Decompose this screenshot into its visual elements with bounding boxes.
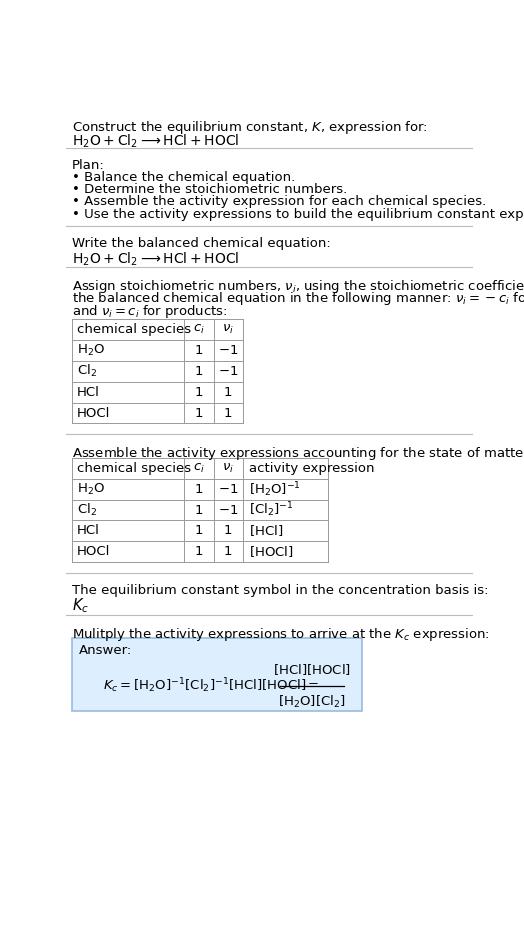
Text: $\nu_i$: $\nu_i$: [222, 462, 234, 475]
Text: 1: 1: [224, 385, 233, 399]
Text: Mulitply the activity expressions to arrive at the $K_c$ expression:: Mulitply the activity expressions to arr…: [72, 626, 489, 642]
Text: the balanced chemical equation in the following manner: $\nu_i = -c_i$ for react: the balanced chemical equation in the fo…: [72, 290, 524, 307]
Text: $-1$: $-1$: [218, 365, 238, 378]
Text: 1: 1: [224, 545, 233, 558]
Text: $\mathrm{Cl_2}$: $\mathrm{Cl_2}$: [77, 502, 97, 518]
Text: $\mathrm{H_2O}$: $\mathrm{H_2O}$: [77, 344, 105, 358]
Text: $-1$: $-1$: [218, 483, 238, 495]
Text: 1: 1: [194, 365, 203, 378]
Text: 1: 1: [194, 344, 203, 357]
Text: 1: 1: [194, 545, 203, 558]
Text: HCl: HCl: [77, 525, 100, 537]
Text: chemical species: chemical species: [77, 324, 191, 336]
Text: The equilibrium constant symbol in the concentration basis is:: The equilibrium constant symbol in the c…: [72, 584, 488, 597]
Text: Assemble the activity expressions accounting for the state of matter and $\nu_i$: Assemble the activity expressions accoun…: [72, 445, 524, 462]
Text: 1: 1: [194, 406, 203, 419]
Text: Construct the equilibrium constant, $K$, expression for:: Construct the equilibrium constant, $K$,…: [72, 120, 428, 137]
Text: • Use the activity expressions to build the equilibrium constant expression.: • Use the activity expressions to build …: [72, 208, 524, 221]
Text: $\mathrm{H_2O + Cl_2 \longrightarrow HCl + HOCl}$: $\mathrm{H_2O + Cl_2 \longrightarrow HCl…: [72, 132, 239, 150]
Text: $[\mathrm{HOCl}]$: $[\mathrm{HOCl}]$: [249, 544, 294, 559]
Text: $\mathrm{H_2O + Cl_2 \longrightarrow HCl + HOCl}$: $\mathrm{H_2O + Cl_2 \longrightarrow HCl…: [72, 251, 239, 268]
Text: 1: 1: [194, 483, 203, 495]
Text: 1: 1: [194, 504, 203, 516]
Text: Answer:: Answer:: [79, 644, 132, 658]
Text: $-1$: $-1$: [218, 504, 238, 516]
Text: Plan:: Plan:: [72, 158, 104, 172]
Text: 1: 1: [224, 406, 233, 419]
Text: $K_c = [\mathrm{H_2O}]^{-1} [\mathrm{Cl_2}]^{-1} [\mathrm{HCl}][\mathrm{HOCl}] =: $K_c = [\mathrm{H_2O}]^{-1} [\mathrm{Cl_…: [103, 677, 319, 696]
Text: HOCl: HOCl: [77, 406, 111, 419]
Text: $[\mathrm{HCl}][\mathrm{HOCl}]$: $[\mathrm{HCl}][\mathrm{HOCl}]$: [273, 662, 351, 678]
Text: Assign stoichiometric numbers, $\nu_i$, using the stoichiometric coefficients, $: Assign stoichiometric numbers, $\nu_i$, …: [72, 278, 524, 295]
Text: Write the balanced chemical equation:: Write the balanced chemical equation:: [72, 237, 331, 251]
Text: $-1$: $-1$: [218, 344, 238, 357]
Text: $[\mathrm{Cl_2}]^{-1}$: $[\mathrm{Cl_2}]^{-1}$: [249, 501, 294, 519]
Text: $[\mathrm{H_2O}][\mathrm{Cl_2}]$: $[\mathrm{H_2O}][\mathrm{Cl_2}]$: [278, 695, 346, 711]
Text: $c_i$: $c_i$: [193, 462, 205, 475]
Text: HOCl: HOCl: [77, 545, 111, 558]
Text: $[\mathrm{HCl}]$: $[\mathrm{HCl}]$: [249, 523, 283, 538]
Text: • Determine the stoichiometric numbers.: • Determine the stoichiometric numbers.: [72, 183, 347, 196]
Text: 1: 1: [194, 385, 203, 399]
Text: $\mathrm{H_2O}$: $\mathrm{H_2O}$: [77, 482, 105, 497]
Text: 1: 1: [224, 525, 233, 537]
Text: • Balance the chemical equation.: • Balance the chemical equation.: [72, 171, 295, 184]
Text: $c_i$: $c_i$: [193, 324, 205, 336]
Text: chemical species: chemical species: [77, 462, 191, 474]
Text: 1: 1: [194, 525, 203, 537]
Text: $\mathrm{Cl_2}$: $\mathrm{Cl_2}$: [77, 363, 97, 380]
Text: $K_c$: $K_c$: [72, 597, 89, 615]
Text: $\nu_i$: $\nu_i$: [222, 324, 234, 336]
Text: activity expression: activity expression: [249, 462, 375, 474]
FancyBboxPatch shape: [72, 639, 362, 712]
Text: and $\nu_i = c_i$ for products:: and $\nu_i = c_i$ for products:: [72, 303, 227, 320]
Text: HCl: HCl: [77, 385, 100, 399]
Text: $[\mathrm{H_2O}]^{-1}$: $[\mathrm{H_2O}]^{-1}$: [249, 480, 301, 498]
Text: • Assemble the activity expression for each chemical species.: • Assemble the activity expression for e…: [72, 195, 486, 209]
